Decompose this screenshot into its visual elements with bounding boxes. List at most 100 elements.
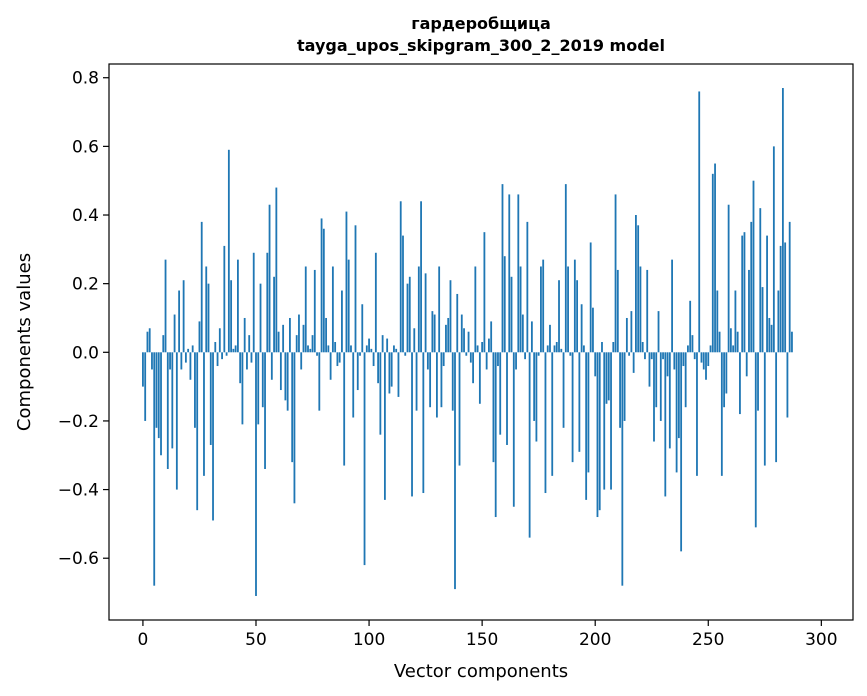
bar-154 bbox=[490, 321, 493, 353]
bar-15 bbox=[175, 352, 178, 490]
bar-30 bbox=[209, 352, 212, 445]
bar-210 bbox=[616, 269, 619, 353]
bar-221 bbox=[641, 342, 644, 353]
bar-235 bbox=[673, 352, 676, 370]
bar-209 bbox=[614, 194, 617, 353]
bar-238 bbox=[680, 352, 683, 552]
bar-48 bbox=[250, 352, 253, 363]
bar-97 bbox=[361, 304, 364, 353]
bar-213 bbox=[623, 352, 626, 421]
bar-254 bbox=[716, 290, 719, 353]
bar-107 bbox=[383, 352, 386, 500]
bar-88 bbox=[341, 290, 343, 353]
bar-80 bbox=[322, 228, 325, 353]
bar-153 bbox=[488, 338, 490, 353]
bar-126 bbox=[426, 352, 429, 370]
bar-9 bbox=[162, 335, 165, 353]
bar-245 bbox=[696, 352, 698, 476]
bar-181 bbox=[551, 352, 554, 476]
bar-93 bbox=[352, 352, 355, 418]
bar-71 bbox=[302, 324, 305, 353]
bar-227 bbox=[655, 352, 658, 408]
bar-6 bbox=[155, 352, 158, 428]
bar-249 bbox=[705, 352, 707, 380]
bar-277 bbox=[768, 317, 771, 353]
bar-236 bbox=[675, 352, 678, 473]
bars-group bbox=[142, 88, 793, 596]
bar-257 bbox=[723, 352, 726, 408]
bar-120 bbox=[413, 328, 416, 353]
bar-211 bbox=[619, 352, 621, 428]
bar-64 bbox=[286, 352, 289, 411]
bar-66 bbox=[291, 352, 294, 463]
bar-178 bbox=[544, 352, 547, 494]
bar-164 bbox=[512, 352, 515, 507]
bar-280 bbox=[775, 352, 778, 463]
bar-5 bbox=[153, 352, 156, 586]
bar-258 bbox=[725, 352, 728, 394]
bar-150 bbox=[481, 342, 484, 353]
bar-41 bbox=[234, 345, 237, 353]
bar-273 bbox=[759, 208, 762, 353]
bar-208 bbox=[612, 342, 615, 353]
bar-96 bbox=[359, 352, 361, 356]
bar-39 bbox=[230, 280, 233, 353]
bar-82 bbox=[327, 345, 330, 353]
bar-14 bbox=[173, 314, 176, 353]
bar-237 bbox=[677, 352, 680, 439]
bar-185 bbox=[560, 348, 563, 353]
bar-228 bbox=[657, 311, 660, 353]
bar-55 bbox=[266, 252, 269, 353]
bar-108 bbox=[386, 338, 389, 353]
bar-102 bbox=[372, 352, 375, 367]
x-tick-label: 50 bbox=[245, 630, 267, 650]
bar-162 bbox=[508, 194, 511, 353]
bar-246 bbox=[698, 91, 701, 353]
bar-183 bbox=[555, 342, 558, 353]
bar-56 bbox=[268, 204, 271, 353]
x-tick-label: 250 bbox=[692, 630, 724, 650]
bar-142 bbox=[463, 328, 465, 353]
bar-192 bbox=[576, 280, 579, 353]
y-tick-label: 0.2 bbox=[72, 275, 99, 295]
bar-124 bbox=[422, 352, 425, 494]
bar-222 bbox=[644, 352, 646, 360]
bar-267 bbox=[745, 352, 748, 377]
bar-260 bbox=[729, 328, 732, 353]
bar-21 bbox=[189, 352, 192, 380]
x-tick-label: 150 bbox=[466, 630, 498, 650]
bar-42 bbox=[237, 259, 239, 353]
bar-65 bbox=[289, 317, 291, 353]
bar-62 bbox=[282, 324, 285, 353]
bar-159 bbox=[501, 184, 504, 353]
bar-78 bbox=[318, 352, 321, 411]
bar-170 bbox=[526, 221, 529, 353]
bar-205 bbox=[605, 352, 608, 404]
bar-12 bbox=[169, 352, 171, 370]
bar-129 bbox=[433, 314, 436, 353]
bar-87 bbox=[338, 352, 341, 363]
bar-61 bbox=[279, 352, 282, 391]
bar-119 bbox=[411, 352, 413, 497]
x-tick-label: 0 bbox=[138, 630, 149, 650]
bar-100 bbox=[368, 338, 370, 353]
bar-1 bbox=[144, 352, 147, 421]
bar-168 bbox=[521, 314, 524, 353]
x-tick-label: 200 bbox=[579, 630, 611, 650]
bar-104 bbox=[377, 352, 380, 384]
bar-70 bbox=[300, 352, 303, 370]
bar-8 bbox=[160, 352, 162, 456]
bar-84 bbox=[331, 266, 334, 353]
bar-73 bbox=[307, 345, 309, 353]
bar-50 bbox=[255, 352, 257, 596]
bar-127 bbox=[429, 352, 432, 408]
bar-232 bbox=[666, 352, 669, 377]
bar-89 bbox=[343, 352, 346, 466]
bar-197 bbox=[587, 352, 590, 473]
bar-81 bbox=[325, 317, 327, 353]
bar-136 bbox=[449, 280, 452, 353]
bar-143 bbox=[465, 352, 468, 356]
bar-217 bbox=[632, 352, 635, 373]
bar-248 bbox=[702, 352, 705, 370]
bar-91 bbox=[347, 259, 350, 353]
